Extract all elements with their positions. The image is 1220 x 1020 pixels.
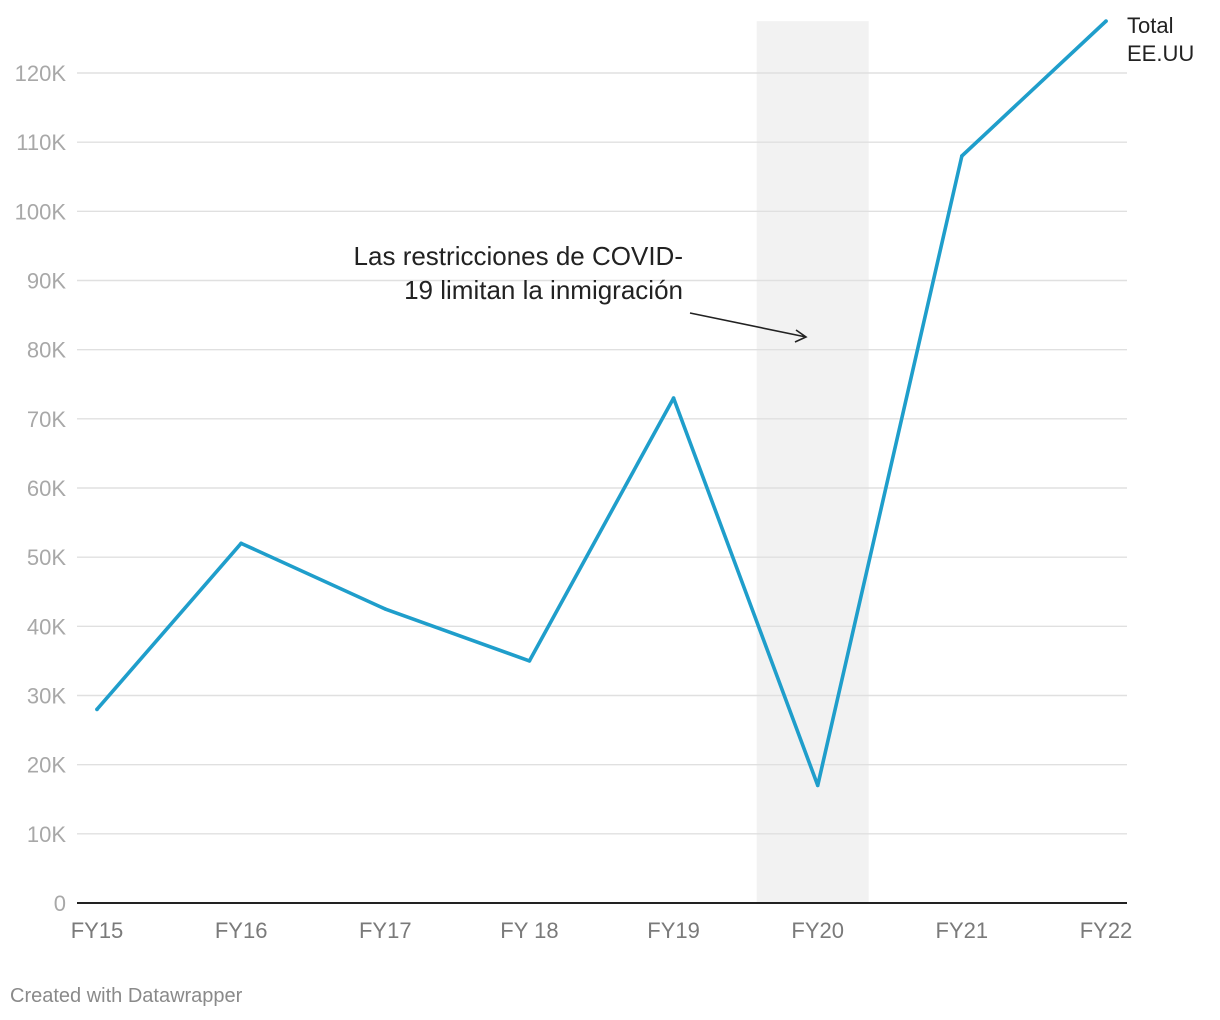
x-tick-label: FY19 xyxy=(647,918,700,943)
data-point-fy19 xyxy=(671,396,676,400)
gridlines xyxy=(77,72,1127,835)
y-tick-label: 40K xyxy=(27,614,66,639)
y-tick-label: 0 xyxy=(54,891,66,916)
series-label-line-1: Total xyxy=(1127,13,1173,38)
y-tick-label: 110K xyxy=(16,130,66,155)
y-tick-label: 10K xyxy=(27,822,66,847)
x-tick-label: FY20 xyxy=(791,918,844,943)
series-line xyxy=(95,19,1108,788)
highlight-band-layer xyxy=(756,21,869,903)
y-tick-label: 30K xyxy=(27,684,66,709)
y-tick-label: 70K xyxy=(27,407,66,432)
data-point-fy22 xyxy=(1104,19,1108,23)
x-tick-label: FY22 xyxy=(1080,918,1133,943)
data-point-fy20 xyxy=(815,783,820,788)
y-tick-label: 90K xyxy=(27,269,66,294)
y-tick-label: 50K xyxy=(27,545,66,570)
line-chart: 0 10K 20K 30K 40K 50K 60K 70K 80K 90K 100K 110K 120K… xyxy=(15,13,1195,943)
y-tick-label: 20K xyxy=(27,753,66,778)
credit-footer: Created with Datawrapper xyxy=(10,985,243,1007)
y-tick-label: 60K xyxy=(27,476,66,501)
x-tick-label: FY17 xyxy=(359,918,412,943)
annotation-line-1: Las restricciones de COVID- xyxy=(354,241,683,271)
x-tick-label: FY16 xyxy=(215,918,268,943)
annotation: Las restricciones de COVID- 19 limitan l… xyxy=(354,241,808,343)
x-axis-ticks: FY15 FY16 FY17 FY 18 FY19 FY20 FY21 FY22 xyxy=(71,918,1133,943)
x-tick-label: FY15 xyxy=(71,918,124,943)
annotation-line-2: 19 limitan la inmigración xyxy=(404,275,683,305)
svg-text:19 limitan la inmigración: 19 limitan la inmigración xyxy=(404,275,683,305)
data-point-fy16 xyxy=(239,541,243,546)
data-point-fy21 xyxy=(960,154,964,158)
y-axis-ticks: 0 10K 20K 30K 40K 50K 60K 70K 80K 90K 100K 110K 120K xyxy=(15,61,67,916)
data-point-fy15 xyxy=(95,707,99,712)
y-tick-label: 80K xyxy=(27,338,66,363)
data-point-fy18 xyxy=(527,659,532,663)
x-tick-label: FY21 xyxy=(936,918,989,943)
data-point-fy17 xyxy=(383,607,388,611)
svg-text:Las restricciones de COVID-: Las restricciones de COVID- xyxy=(354,241,683,271)
annotation-arrow xyxy=(689,312,808,343)
x-tick-label: FY 18 xyxy=(500,918,558,943)
y-tick-label: 120K xyxy=(15,61,67,86)
covid-highlight-band xyxy=(756,21,869,903)
series-label-line-2: EE.UU xyxy=(1127,41,1194,66)
series-layer: Total EE.UU xyxy=(95,13,1194,788)
y-tick-label: 100K xyxy=(15,199,67,224)
